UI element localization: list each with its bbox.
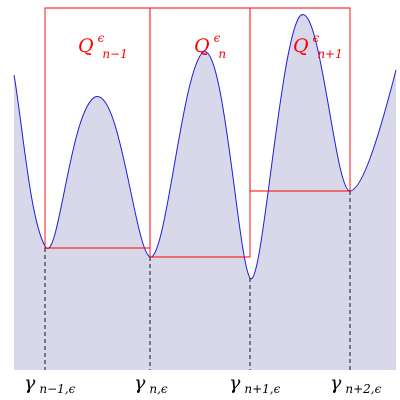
shaded-region [14, 14, 396, 371]
tick-label-3: γ n+1,ϵ [229, 372, 281, 396]
tick-labels: γ n−1,ϵ γ n,ϵ γ n+1,ϵ γ n+2,ϵ [24, 372, 382, 396]
tick-label-2: γ n,ϵ [134, 372, 168, 396]
box-q-n [149, 7, 251, 258]
box-label-3: Q ϵ n+1 [293, 29, 343, 61]
box-label-1: Q ϵ n−1 [78, 29, 128, 61]
tick-label-1: γ n−1,ϵ [24, 372, 76, 396]
box-label-2: Q ϵ n [194, 29, 226, 61]
box-labels: Q ϵ n−1 Q ϵ n Q ϵ n+1 [78, 29, 343, 61]
guide-lines [44, 191, 351, 370]
tick-label-4: γ n+2,ϵ [330, 372, 382, 396]
